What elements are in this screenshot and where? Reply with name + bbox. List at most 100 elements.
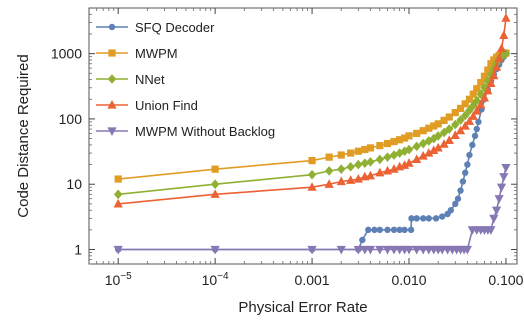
y-tick-label: 1000: [51, 46, 82, 62]
legend-marker: [107, 74, 117, 84]
data-point: [401, 226, 408, 234]
data-point: [113, 198, 123, 208]
data-point: [407, 226, 415, 234]
data-point: [499, 30, 509, 40]
y-tick-label: 100: [59, 111, 83, 127]
data-point: [499, 173, 509, 182]
data-point: [425, 124, 433, 132]
data-point: [325, 153, 333, 161]
data-point: [418, 151, 428, 160]
data-point: [486, 78, 496, 88]
data-point: [359, 236, 366, 244]
data-point: [366, 157, 375, 167]
data-point: [466, 151, 473, 159]
data-point: [366, 144, 375, 152]
data-point: [494, 195, 504, 204]
data-point: [353, 245, 363, 255]
data-point: [375, 154, 385, 165]
data-point: [361, 145, 369, 154]
data-point: [489, 70, 499, 80]
data-point: [324, 166, 334, 176]
data-point: [113, 189, 123, 200]
data-point: [425, 215, 432, 222]
data-point: [396, 226, 403, 234]
data-point: [480, 72, 489, 80]
data-point: [354, 147, 362, 155]
data-point: [400, 134, 409, 142]
data-point: [440, 116, 448, 124]
series-layer: [113, 13, 511, 255]
data-point: [465, 95, 474, 103]
data-point: [451, 109, 459, 117]
series-mwpm-without-backlog: [113, 163, 511, 255]
data-point: [501, 13, 511, 22]
data-point: [464, 161, 471, 168]
data-point: [376, 226, 384, 234]
x-tick-label: 10−4: [202, 271, 229, 288]
legend-label: SFQ Decoder: [135, 20, 215, 35]
legend-item: Union Find: [96, 98, 198, 113]
legend-item: SFQ Decoder: [96, 20, 215, 35]
data-point: [454, 195, 462, 202]
data-point: [382, 245, 393, 255]
data-point: [462, 245, 472, 255]
data-point: [450, 130, 460, 139]
data-point: [472, 95, 481, 106]
data-point: [210, 245, 220, 255]
data-point: [460, 120, 470, 130]
data-point: [455, 125, 466, 135]
data-point: [307, 182, 317, 191]
data-point: [447, 207, 455, 214]
data-point: [484, 66, 492, 74]
data-point: [471, 132, 479, 140]
data-point: [461, 100, 469, 108]
data-point: [396, 136, 404, 144]
data-point: [346, 161, 355, 172]
legend-item: MWPM Without Backlog: [96, 124, 275, 139]
data-point: [404, 144, 414, 155]
x-tick-label: 0.001: [295, 272, 330, 288]
data-point: [324, 179, 334, 188]
data-point: [469, 90, 477, 98]
data-point: [347, 149, 355, 157]
data-point: [390, 137, 398, 146]
data-point: [308, 157, 316, 165]
data-point: [404, 158, 414, 167]
data-point: [430, 122, 438, 130]
data-point: [211, 165, 219, 173]
data-point: [337, 151, 345, 159]
data-point: [477, 79, 485, 87]
data-point: [491, 206, 502, 216]
data-point: [210, 189, 220, 198]
data-point: [494, 53, 504, 62]
y-tick-label: 10: [66, 176, 82, 192]
data-point: [489, 214, 499, 224]
data-point: [413, 129, 421, 138]
data-point: [336, 245, 346, 255]
series-union-find: [113, 13, 511, 208]
data-point: [404, 245, 414, 255]
data-point: [419, 127, 427, 135]
data-point: [486, 226, 496, 235]
data-point: [468, 111, 478, 120]
legend-label: NNet: [135, 72, 165, 87]
legend-marker: [107, 100, 117, 109]
data-point: [346, 175, 356, 184]
data-point: [433, 142, 443, 152]
x-tick-label: 10−5: [105, 271, 132, 288]
data-point: [432, 215, 440, 222]
data-point: [307, 169, 317, 180]
data-point: [114, 175, 122, 183]
data-point: [433, 131, 443, 141]
data-point: [434, 120, 442, 128]
data-point: [365, 170, 376, 180]
data-point: [462, 169, 469, 176]
legend-label: MWPM: [135, 46, 178, 61]
data-point: [496, 183, 507, 193]
legend-label: MWPM Without Backlog: [135, 124, 275, 139]
data-point: [419, 215, 427, 222]
data-point: [375, 245, 385, 255]
data-point: [491, 62, 502, 71]
data-point: [307, 245, 317, 255]
